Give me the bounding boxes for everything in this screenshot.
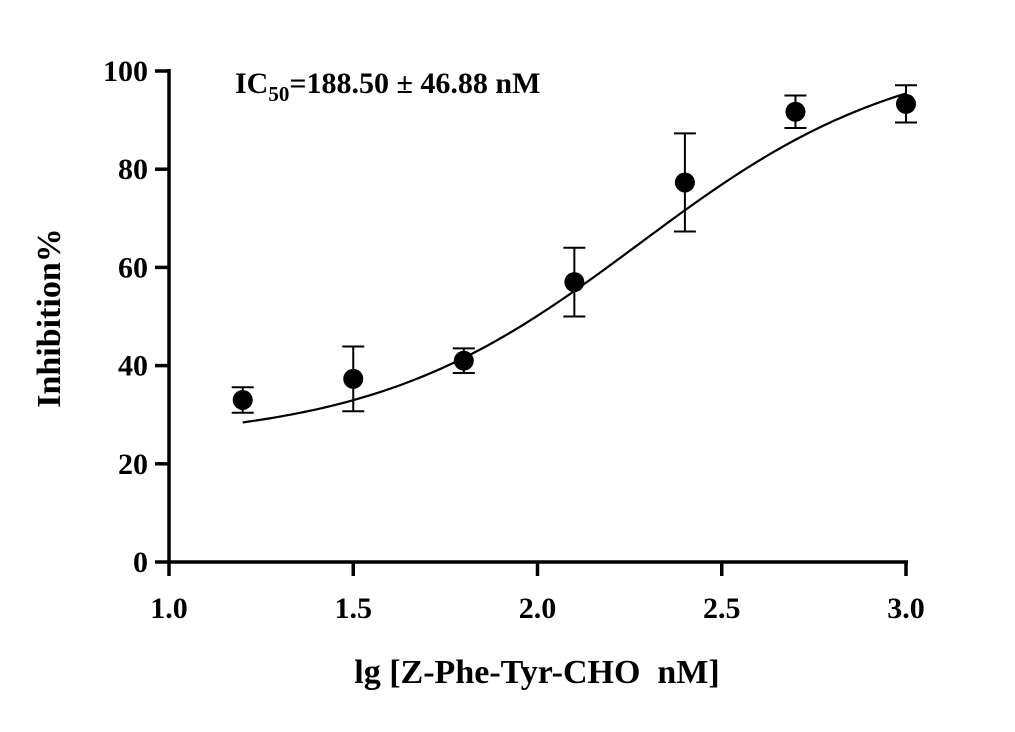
data-point-group [452, 347, 475, 374]
data-point-group [784, 94, 807, 129]
data-point-group [563, 246, 586, 318]
data-point-group [673, 132, 696, 233]
y-axis: 0 20 40 60 80 100 [103, 55, 171, 579]
data-point-group [231, 386, 254, 414]
data-point-group [895, 84, 917, 124]
data-point [896, 93, 916, 114]
y-tick-label: 0 [133, 546, 148, 579]
ic50-prefix: IC [235, 67, 268, 100]
data-point [564, 272, 585, 293]
data-points-layer [231, 84, 917, 414]
data-point [785, 101, 806, 122]
ic50-annotation: IC50=188.50 ± 46.88 nM [235, 67, 540, 106]
y-axis-label: Inhibition% [31, 228, 68, 408]
x-tick-label: 2.5 [703, 592, 741, 625]
x-tick-label: 3.0 [887, 592, 925, 625]
x-tick-label: 1.0 [150, 592, 188, 625]
data-point-group [342, 345, 365, 413]
y-tick-label: 100 [103, 55, 148, 88]
data-point [343, 368, 364, 389]
y-tick-label: 60 [118, 251, 148, 284]
x-tick-label: 1.5 [335, 592, 373, 625]
y-tick-label: 40 [118, 350, 148, 383]
ic50-value: =188.50 ± 46.88 nM [289, 67, 540, 100]
data-point [674, 172, 695, 193]
data-point [232, 389, 253, 410]
y-tick-label: 20 [118, 448, 148, 481]
x-axis: 1.0 1.5 2.0 2.5 3.0 [150, 560, 925, 625]
y-tick-label: 80 [118, 153, 148, 186]
ic50-subscript: 50 [268, 82, 289, 106]
x-tick-label: 2.0 [519, 592, 557, 625]
data-point [453, 350, 474, 371]
x-axis-label: lg [Z-Phe-Tyr-CHO nM] [354, 654, 719, 691]
